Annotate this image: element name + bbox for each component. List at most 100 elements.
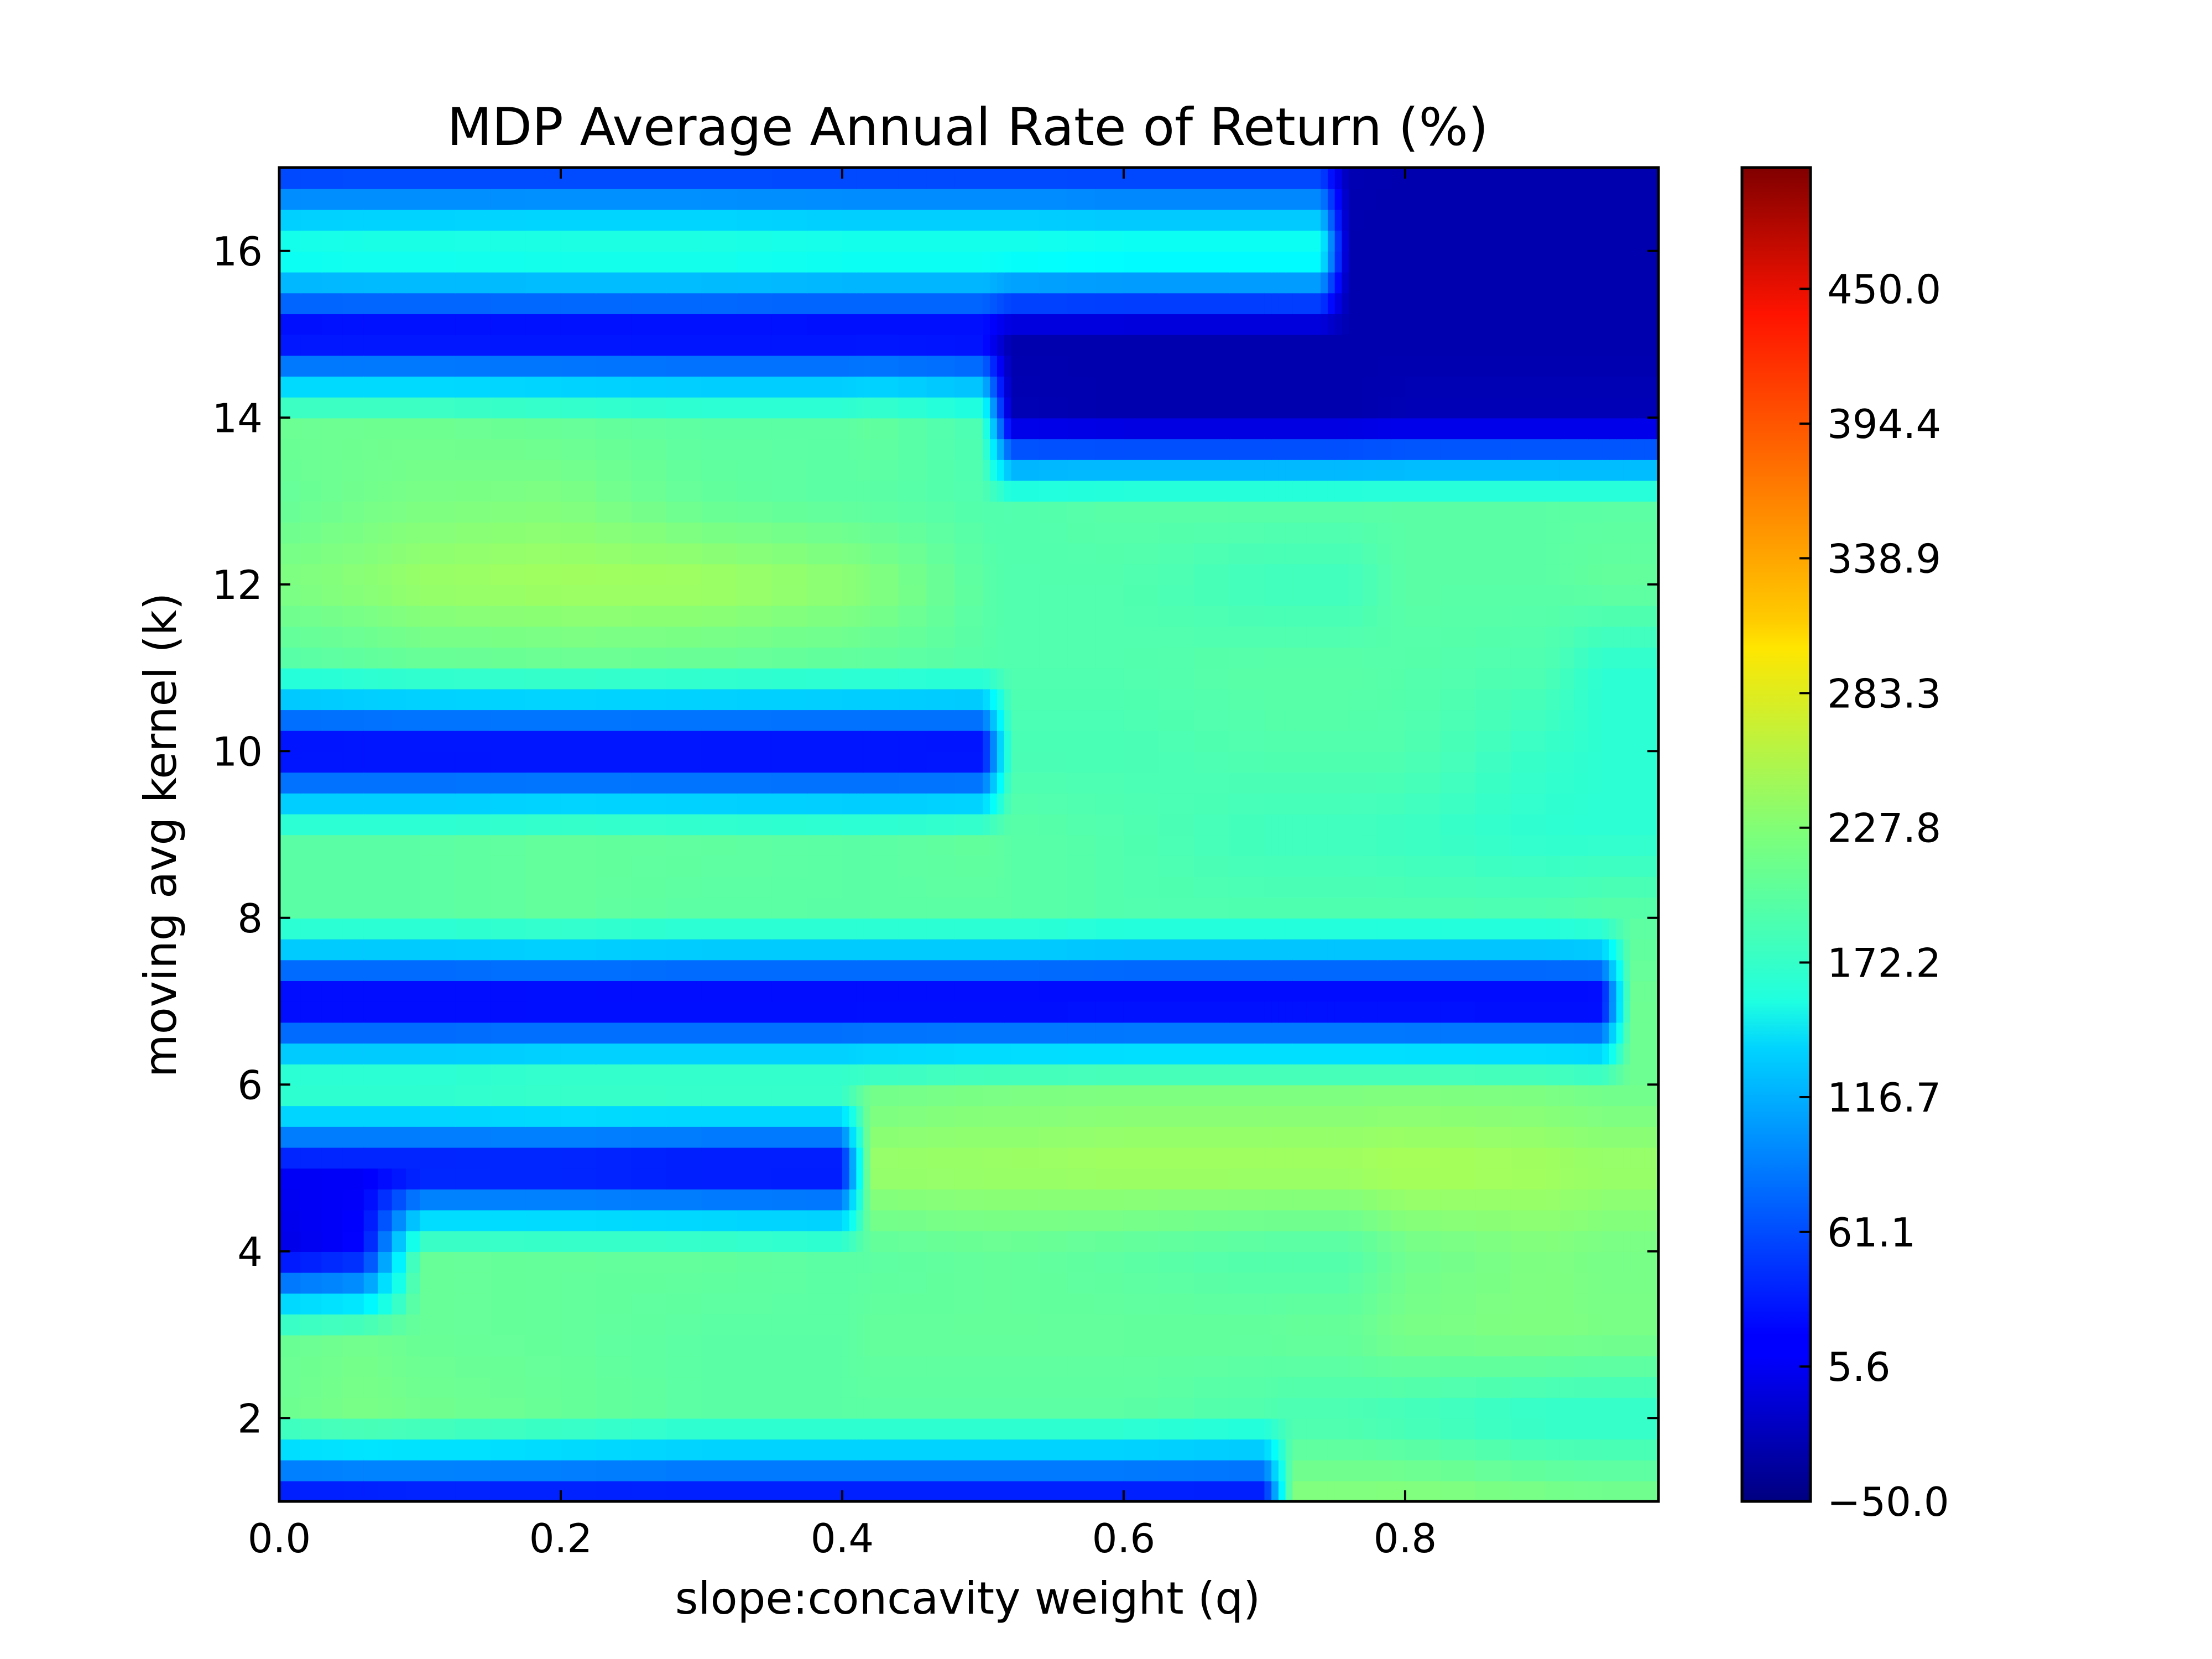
heatmap-cell — [990, 188, 998, 210]
heatmap-cell — [1067, 542, 1097, 565]
heatmap-cell — [1095, 667, 1125, 690]
heatmap-cell — [1271, 1209, 1280, 1232]
heatmap-cell — [863, 980, 872, 1002]
heatmap-cell — [870, 251, 899, 273]
heatmap-cell — [1123, 438, 1160, 460]
heatmap-cell — [1475, 375, 1511, 398]
heatmap-cell — [1510, 438, 1547, 460]
heatmap-cell — [1292, 1230, 1301, 1252]
heatmap-cell — [596, 1209, 632, 1232]
heatmap-cell — [1194, 501, 1230, 523]
heatmap-cell — [870, 1168, 899, 1190]
heatmap-cell — [1609, 1438, 1617, 1460]
heatmap-cell — [856, 418, 864, 440]
heatmap-cell — [1510, 1438, 1547, 1460]
heatmap-cell — [997, 209, 1005, 231]
heatmap-cell — [1651, 834, 1658, 856]
heatmap-cell — [1004, 1480, 1012, 1501]
heatmap-cell — [1342, 771, 1350, 794]
heatmap-cell — [363, 251, 379, 273]
heatmap-cell — [1616, 584, 1624, 606]
heatmap-cell — [842, 375, 850, 398]
heatmap-cell — [1306, 1251, 1314, 1273]
heatmap-cell — [1630, 1480, 1639, 1501]
heatmap-cell — [1039, 938, 1068, 961]
heatmap-cell — [1011, 459, 1040, 481]
heatmap-cell — [1334, 1480, 1343, 1501]
heatmap-cell — [1440, 1272, 1477, 1294]
heatmap-cell — [1004, 1063, 1012, 1086]
heatmap-cell — [490, 1313, 526, 1335]
heatmap-cell — [737, 938, 773, 961]
heatmap-cell — [1391, 480, 1406, 502]
heatmap-cell — [737, 1334, 773, 1357]
heatmap-cell — [1630, 584, 1639, 606]
heatmap-cell — [1559, 1313, 1575, 1335]
heatmap-cell — [406, 771, 421, 794]
heatmap-cell — [954, 480, 984, 502]
heatmap-cell — [1327, 1397, 1335, 1419]
heatmap-cell — [1334, 1022, 1343, 1044]
heatmap-cell — [1609, 938, 1617, 961]
heatmap-cell — [1391, 1438, 1406, 1460]
heatmap-cell — [1623, 168, 1631, 189]
heatmap-cell — [1095, 1459, 1125, 1481]
heatmap-cell — [560, 917, 597, 940]
heatmap-cell — [378, 564, 393, 585]
heatmap-cell — [954, 917, 984, 940]
colorbar-gradient — [1740, 166, 1812, 1503]
heatmap-cell — [406, 251, 421, 273]
heatmap-cell — [1194, 688, 1230, 711]
heatmap-cell — [701, 1063, 738, 1086]
heatmap-cell — [321, 168, 343, 189]
heatmap-cell — [849, 188, 857, 210]
heatmap-cell — [863, 375, 872, 398]
heatmap-cell — [490, 375, 526, 398]
heatmap-cell — [1011, 1063, 1040, 1086]
heatmap-cell — [997, 1355, 1005, 1378]
heatmap-cell — [990, 1230, 998, 1252]
heatmap-cell — [983, 501, 991, 523]
heatmap-cell — [990, 313, 998, 335]
heatmap-cell — [807, 397, 843, 419]
heatmap-cell — [1475, 251, 1511, 273]
heatmap-cell — [1602, 501, 1610, 523]
heatmap-cell — [525, 1022, 562, 1044]
heatmap-cell — [849, 230, 857, 252]
heatmap-cell — [1278, 1459, 1286, 1481]
heatmap-cell — [1651, 209, 1658, 231]
heatmap-cell — [392, 1334, 407, 1357]
heatmap-cell — [1327, 1022, 1335, 1044]
heatmap-cell — [455, 1063, 491, 1086]
heatmap-cell — [1546, 605, 1561, 627]
heatmap-cell — [1306, 1209, 1314, 1232]
heatmap-cell — [1602, 771, 1610, 794]
heatmap-cell — [1405, 1355, 1441, 1378]
heatmap-cell — [1637, 209, 1645, 231]
heatmap-cell — [300, 480, 322, 502]
heatmap-cell — [1623, 1376, 1631, 1398]
heatmap-cell — [1644, 584, 1652, 606]
heatmap-cell — [363, 1209, 379, 1232]
heatmap-cell — [1123, 646, 1160, 669]
heatmap-cell — [490, 1272, 526, 1294]
heatmap-cell — [666, 1105, 702, 1127]
heatmap-cell — [279, 751, 301, 773]
heatmap-cell — [392, 1147, 407, 1169]
heatmap-cell — [1285, 334, 1293, 356]
heatmap-cell — [771, 418, 808, 440]
heatmap-cell — [842, 251, 850, 273]
heatmap-cell — [1349, 1293, 1364, 1315]
heatmap-cell — [1546, 709, 1561, 731]
heatmap-cell — [1616, 375, 1624, 398]
heatmap-cell — [1327, 1251, 1335, 1273]
heatmap-cell — [525, 230, 562, 252]
heatmap-cell — [737, 1313, 773, 1335]
heatmap-cell — [898, 1168, 927, 1190]
heatmap-cell — [455, 1397, 491, 1419]
heatmap-cell — [1588, 1147, 1603, 1169]
heatmap-cell — [455, 459, 491, 481]
heatmap-cell — [1194, 751, 1230, 773]
heatmap-cell — [926, 605, 956, 627]
heatmap-cell — [1334, 1105, 1343, 1127]
